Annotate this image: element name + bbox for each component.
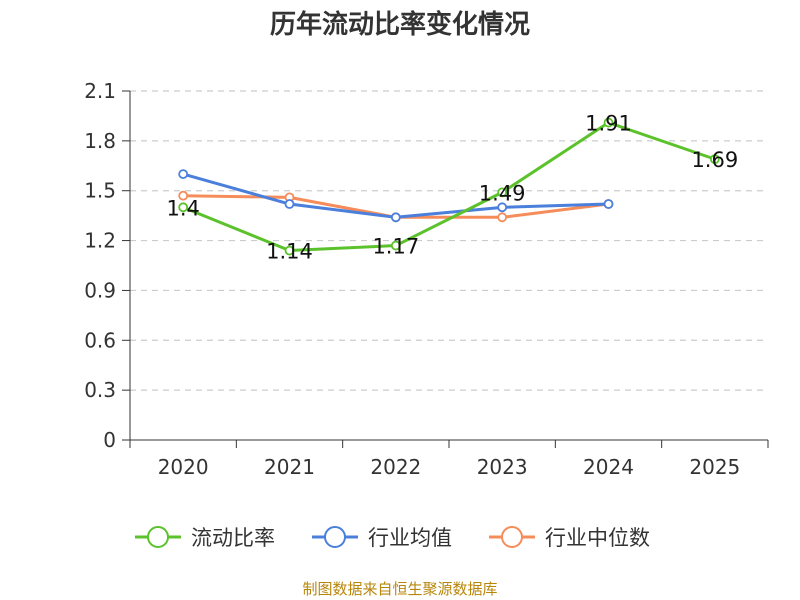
series-group xyxy=(178,117,720,256)
series-point-1 xyxy=(497,202,508,213)
x-tick-label: 2023 xyxy=(477,455,528,479)
legend: 流动比率 行业均值 行业中位数 xyxy=(135,526,650,550)
y-tick-label: 0.3 xyxy=(84,378,116,402)
y-tick-label: 1.8 xyxy=(84,129,116,153)
data-label: 1.14 xyxy=(266,240,313,264)
series-point-2 xyxy=(497,212,508,223)
x-tick-label: 2021 xyxy=(264,455,315,479)
x-tick-label: 2020 xyxy=(158,455,209,479)
series-point-0 xyxy=(603,117,614,128)
series-point-1 xyxy=(390,212,401,223)
series-point-0 xyxy=(709,154,720,165)
chart-title: 历年流动比率变化情况 xyxy=(270,9,530,40)
grid-lines xyxy=(130,90,768,391)
series-point-1 xyxy=(178,169,189,179)
series-point-0 xyxy=(284,245,295,256)
y-tick-label: 0 xyxy=(103,428,116,452)
y-tick-label: 0.9 xyxy=(84,278,116,302)
series-line-0 xyxy=(182,121,716,253)
data-label: 1.69 xyxy=(691,148,738,172)
data-label: 1.17 xyxy=(372,235,419,259)
data-label: 1.91 xyxy=(585,112,632,136)
source-note: 制图数据来自恒生聚源数据库 xyxy=(302,580,497,598)
series-point-1 xyxy=(284,199,295,209)
axes: 0 0.3 0.6 0.9 1.2 1.5 1.8 2.1 2020 2021 2022 2023 20… xyxy=(84,79,769,479)
x-tick-label: 2024 xyxy=(583,455,634,479)
y-tick-label: 0.6 xyxy=(84,328,116,352)
data-labels: 1.4 1.14 1.17 1.49 1.91 1.69 xyxy=(166,112,738,264)
legend-marker xyxy=(501,526,523,548)
series-point-0 xyxy=(390,240,401,251)
data-label: 1.4 xyxy=(166,196,199,220)
x-tick-label: 2022 xyxy=(370,455,421,479)
data-label: 1.49 xyxy=(479,181,526,205)
series-point-2 xyxy=(178,190,189,201)
legend-label: 行业中位数 xyxy=(545,526,650,550)
y-tick-label: 2.1 xyxy=(84,79,116,103)
y-tick-label: 1.5 xyxy=(84,179,116,203)
x-tick-label: 2025 xyxy=(689,455,740,479)
series-point-0 xyxy=(497,187,508,198)
legend-marker xyxy=(324,526,346,548)
series-point-1 xyxy=(603,199,614,209)
legend-label: 行业均值 xyxy=(368,526,452,550)
legend-label: 流动比率 xyxy=(191,526,275,550)
y-tick-label: 1.2 xyxy=(84,229,116,253)
series-point-0 xyxy=(178,202,189,213)
legend-marker xyxy=(147,526,169,548)
